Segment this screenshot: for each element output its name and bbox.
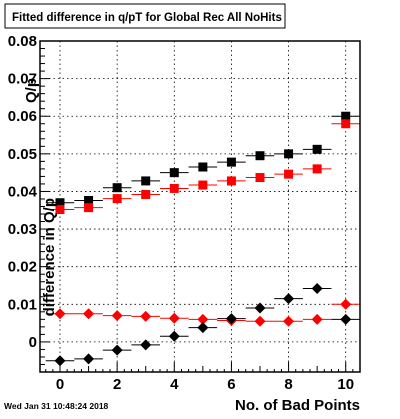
x-tick-label: 6 [227, 376, 235, 393]
data-point-square [55, 205, 65, 215]
data-point-diamond [311, 282, 323, 294]
data-point-diamond [254, 315, 266, 327]
data-point-square [312, 164, 322, 174]
data-point-diamond [225, 313, 237, 325]
data-point-square [141, 176, 151, 186]
data-point-square [84, 195, 94, 205]
data-point-diamond [340, 298, 352, 310]
y-tick-label: 0.01 [8, 296, 37, 313]
x-tick-label: 8 [284, 376, 292, 393]
data-point-square [341, 111, 351, 121]
y-tick-label: 0.02 [8, 259, 37, 276]
x-axis-label: No. of Bad Points [235, 397, 360, 414]
data-point-square [169, 168, 179, 178]
data-point-square [226, 157, 236, 167]
data-point-diamond [140, 339, 152, 351]
chart-title: Fitted difference in q/pT for Global Rec… [12, 12, 282, 24]
data-point-diamond [54, 355, 66, 367]
data-point-square [341, 119, 351, 129]
data-point-square [255, 151, 265, 161]
y-axis-label-overlap: Q/p [23, 78, 40, 103]
data-point-square [141, 189, 151, 199]
data-point-square [169, 183, 179, 193]
y-tick-label: 0 [29, 334, 37, 351]
y-tick-label: 0.08 [8, 33, 37, 50]
data-point-diamond [197, 313, 209, 325]
data-point-diamond [83, 308, 95, 320]
data-point-square [312, 144, 322, 154]
data-point-diamond [168, 312, 180, 324]
y-tick-label: 0.07 [8, 71, 37, 88]
data-point-diamond [197, 322, 209, 334]
data-point-diamond [283, 293, 295, 305]
data-point-diamond [111, 344, 123, 356]
data-point-diamond [111, 310, 123, 322]
y-tick-label: 0.06 [8, 108, 37, 125]
data-point-diamond [254, 302, 266, 314]
data-point-square [55, 198, 65, 208]
series-layer [45, 111, 360, 367]
data-point-diamond [83, 353, 95, 365]
data-point-square [112, 183, 122, 193]
data-point-diamond [140, 310, 152, 322]
data-point-square [255, 173, 265, 183]
title-box [4, 3, 286, 29]
data-point-diamond [311, 313, 323, 325]
x-tick-label: 10 [337, 376, 354, 393]
data-point-square [112, 194, 122, 204]
data-point-square [198, 162, 208, 172]
data-point-square [284, 169, 294, 179]
x-tick-label: 0 [56, 376, 64, 393]
y-tick-label: 0.05 [8, 146, 37, 163]
timestamp: Wed Jan 31 10:48:24 2018 [4, 401, 109, 411]
axis-layer: 0 2 4 6 8 10 0 0.01 0.02 0.03 0.04 0.05 0.06 0.07 0.08 [8, 33, 361, 393]
y-tick-label: 0.03 [8, 221, 37, 238]
data-point-square [84, 203, 94, 213]
data-point-diamond [340, 313, 352, 325]
data-point-diamond [168, 330, 180, 342]
data-point-square [198, 180, 208, 190]
x-tick-label: 4 [170, 376, 179, 393]
y-tick-label: 0.04 [8, 183, 38, 200]
data-point-diamond [54, 308, 66, 320]
data-point-square [226, 176, 236, 186]
y-axis-label: difference in Q/p [41, 198, 58, 316]
data-point-diamond [283, 315, 295, 327]
data-point-square [284, 149, 294, 159]
x-tick-label: 2 [113, 376, 121, 393]
